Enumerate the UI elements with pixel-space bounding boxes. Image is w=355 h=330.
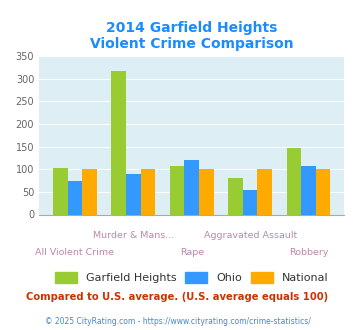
- Text: Compared to U.S. average. (U.S. average equals 100): Compared to U.S. average. (U.S. average …: [26, 292, 329, 302]
- Bar: [228, 178, 243, 214]
- Bar: [67, 181, 82, 214]
- Text: Murder & Mans...: Murder & Mans...: [93, 231, 174, 240]
- Text: Aggravated Assault: Aggravated Assault: [203, 231, 297, 240]
- Bar: [199, 169, 214, 214]
- Bar: [111, 71, 126, 215]
- Bar: [82, 169, 97, 214]
- Bar: [257, 169, 272, 214]
- Bar: [316, 169, 331, 214]
- Text: © 2025 CityRating.com - https://www.cityrating.com/crime-statistics/: © 2025 CityRating.com - https://www.city…: [45, 317, 310, 326]
- Bar: [170, 166, 184, 214]
- Legend: Garfield Heights, Ohio, National: Garfield Heights, Ohio, National: [50, 268, 333, 288]
- Bar: [126, 174, 141, 214]
- Bar: [286, 148, 301, 214]
- Title: 2014 Garfield Heights
Violent Crime Comparison: 2014 Garfield Heights Violent Crime Comp…: [90, 20, 294, 51]
- Bar: [301, 166, 316, 214]
- Bar: [184, 160, 199, 214]
- Bar: [141, 169, 155, 214]
- Text: All Violent Crime: All Violent Crime: [36, 248, 114, 257]
- Text: Robbery: Robbery: [289, 248, 328, 257]
- Bar: [53, 168, 67, 214]
- Bar: [243, 190, 257, 214]
- Text: Rape: Rape: [180, 248, 204, 257]
